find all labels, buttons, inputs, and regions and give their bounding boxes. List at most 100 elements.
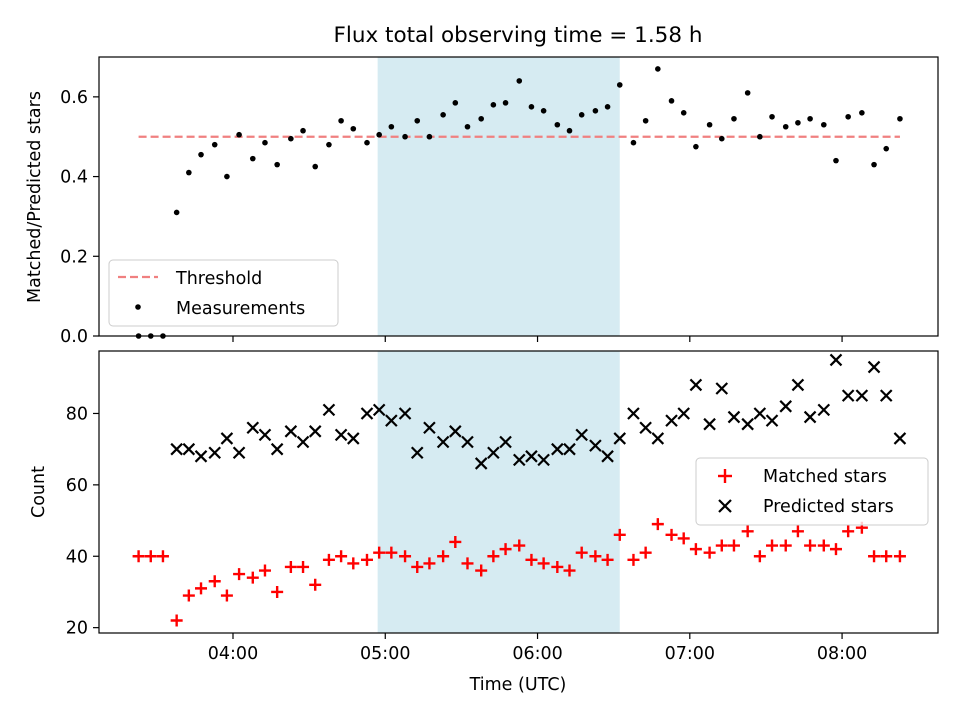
matched-star-point — [513, 539, 526, 552]
predicted-star-point — [512, 453, 526, 467]
measurement-point — [528, 104, 535, 110]
matched-star-point — [475, 564, 488, 577]
legend-predicted-label: Predicted stars — [763, 497, 894, 517]
measurement-point — [706, 121, 713, 128]
predicted-star-point — [803, 410, 817, 424]
x-tick-label: 08:00 — [817, 644, 867, 664]
measurement-point — [630, 139, 637, 146]
top-axes-frame — [98, 56, 939, 337]
matched-star-point — [195, 582, 208, 595]
matched-star-point — [766, 539, 779, 552]
measurement-point — [616, 82, 623, 88]
predicted-star-point — [398, 407, 412, 420]
matched-star-point — [399, 550, 412, 563]
top-y-axis-label: Matched/Predicted stars — [25, 91, 45, 303]
predicted-star-point — [677, 407, 690, 420]
bottom-legend: Matched stars Predicted stars — [695, 457, 929, 526]
chart-title: Flux total observing time = 1.58 h — [334, 23, 703, 48]
measurement-point — [642, 117, 649, 124]
measurement-point — [807, 115, 813, 122]
measurement-point — [326, 141, 332, 148]
measurement-point — [198, 151, 204, 158]
predicted-star-point — [182, 442, 196, 456]
matched-star-point — [551, 560, 564, 573]
legend-matched-label: Matched stars — [763, 467, 887, 487]
matched-star-point — [627, 553, 640, 566]
y-tick-label: 40 — [66, 547, 88, 567]
x-tick-label: 05:00 — [360, 644, 410, 664]
matched-star-point — [575, 546, 588, 559]
matched-star-point — [258, 564, 271, 577]
y-tick-label: 20 — [66, 619, 88, 639]
y-tick-label: 60 — [66, 476, 88, 496]
measurement-point — [502, 100, 509, 106]
predicted-star-point — [461, 435, 474, 449]
predicted-star-point — [270, 442, 284, 456]
predicted-star-point — [410, 446, 424, 460]
predicted-star-point — [551, 442, 564, 456]
matched-star-point — [499, 543, 512, 556]
predicted-star-point — [601, 450, 614, 463]
matched-star-point — [842, 525, 855, 538]
predicted-star-point — [703, 417, 716, 431]
matched-star-point — [563, 564, 576, 577]
x-axis-label: Time (UTC) — [469, 675, 567, 695]
predicted-star-point — [627, 407, 640, 420]
measurement-point — [693, 143, 699, 150]
measurement-point — [757, 133, 763, 140]
predicted-star-point — [639, 421, 652, 435]
predicted-star-point — [372, 403, 386, 417]
predicted-star-point — [208, 446, 222, 460]
matched-star-point — [449, 535, 462, 548]
matched-star-point — [423, 557, 436, 570]
predicted-star-point — [170, 442, 183, 456]
measurement-point — [249, 155, 256, 162]
matched-star-point — [385, 546, 398, 559]
count-series — [132, 353, 907, 627]
matched-star-point — [373, 546, 386, 559]
matched-star-point — [880, 550, 893, 563]
measurement-point — [478, 115, 484, 122]
y-tick-label: 0.4 — [60, 168, 88, 188]
measurement-point — [845, 113, 851, 120]
measurement-point — [300, 127, 306, 134]
predicted-star-point — [499, 435, 512, 449]
measurement-point — [288, 135, 294, 142]
predicted-star-point — [258, 428, 272, 442]
measurement-point — [236, 131, 242, 138]
measurement-point — [897, 115, 903, 122]
predicted-star-point — [715, 382, 729, 395]
x-tick-label: 04:00 — [208, 644, 258, 664]
predicted-star-point — [246, 421, 260, 435]
matched-star-point — [182, 589, 195, 602]
predicted-star-point — [829, 353, 843, 367]
predicted-star-point — [753, 407, 767, 420]
predicted-star-point — [613, 432, 627, 445]
matched-star-point — [525, 553, 538, 566]
predicted-star-point — [689, 378, 703, 392]
predicted-star-point — [741, 417, 754, 431]
matched-star-point — [715, 539, 728, 552]
predicted-star-point — [893, 432, 907, 445]
predicted-star-point — [765, 414, 779, 427]
predicted-star-point — [296, 435, 310, 449]
legend-measurements-label: Measurements — [176, 299, 305, 319]
predicted-star-point — [651, 432, 665, 445]
predicted-star-point — [220, 432, 234, 445]
matched-star-point — [651, 518, 664, 531]
predicted-star-point — [436, 435, 450, 449]
measurement-point — [364, 139, 370, 146]
measurement-point — [262, 139, 268, 146]
measurement-point — [680, 110, 687, 116]
measurement-point — [668, 98, 675, 104]
predicted-star-point — [537, 453, 550, 467]
matched-star-point — [335, 550, 348, 563]
predicted-star-point — [791, 378, 805, 392]
predicted-star-point — [589, 439, 602, 452]
measurement-point — [769, 113, 775, 120]
measurement-point — [731, 115, 737, 122]
matched-star-point — [144, 550, 157, 563]
predicted-star-point — [347, 432, 360, 445]
measurement-point — [554, 121, 561, 128]
